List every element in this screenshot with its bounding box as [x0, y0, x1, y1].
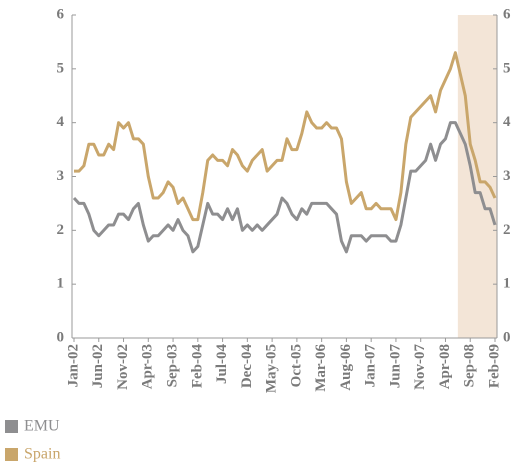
- legend-swatch: [5, 420, 18, 433]
- y-tick-label: 2: [57, 222, 65, 238]
- x-tick-label: Apr-08: [437, 344, 453, 389]
- y-tick-label: 4: [57, 114, 65, 130]
- x-tick-label: Jun-02: [90, 344, 106, 388]
- x-tick-label: Jul-04: [214, 344, 230, 385]
- y2-tick-label: 4: [503, 114, 511, 130]
- x-tick-label: Aug-06: [338, 344, 354, 391]
- y2-tick-label: 0: [503, 329, 511, 345]
- legend-swatch: [5, 448, 18, 461]
- series-line: [72, 121, 497, 254]
- series-line: [74, 51, 497, 222]
- y-tick-label: 6: [57, 6, 65, 22]
- x-tick-label: Jun-07: [387, 344, 403, 389]
- x-tick-label: Mar-06: [313, 344, 329, 392]
- y2-tick-label: 3: [503, 168, 511, 184]
- x-tick-label: May-05: [264, 344, 280, 393]
- y2-tick-label: 1: [503, 276, 511, 292]
- x-tick-label: Nov-07: [412, 344, 428, 390]
- x-tick-label: Feb-04: [189, 344, 205, 389]
- y2-tick-label: 5: [503, 60, 511, 76]
- x-tick-label: Apr-03: [140, 344, 156, 389]
- x-tick-label: Feb-09: [486, 344, 502, 388]
- x-tick-label: Jan-07: [363, 344, 379, 388]
- x-tick-label: Nov-02: [115, 344, 131, 390]
- legend-label: EMU: [24, 418, 60, 435]
- x-tick-label: Jan-02: [65, 344, 81, 387]
- y-tick-label: 3: [57, 168, 65, 184]
- x-tick-label: Oct-05: [288, 344, 304, 387]
- y-tick-label: 0: [57, 329, 65, 345]
- y2-tick-label: 2: [503, 222, 511, 238]
- x-tick-label: Dec-04: [239, 344, 255, 389]
- x-tick-label: Sep-03: [164, 344, 180, 387]
- legend-label: Spain: [24, 446, 60, 463]
- x-tick-label: Sep-08: [462, 344, 478, 387]
- y-tick-label: 5: [57, 60, 65, 76]
- y2-tick-label: 6: [503, 6, 511, 22]
- y-tick-label: 1: [57, 276, 65, 292]
